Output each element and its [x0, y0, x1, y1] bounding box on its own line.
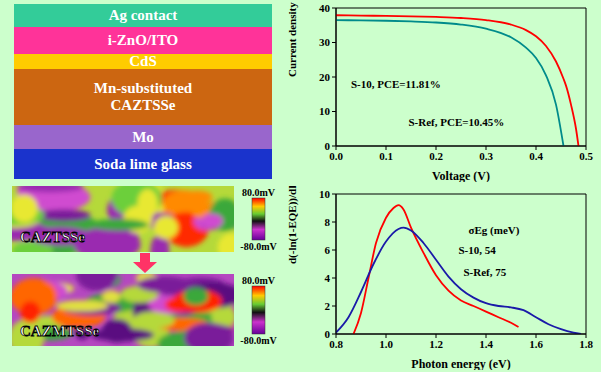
svg-text:CAZTSSe: CAZTSSe: [20, 229, 85, 245]
svg-text:6: 6: [325, 244, 331, 256]
svg-text:1.0: 1.0: [379, 338, 393, 350]
svg-text:30: 30: [319, 36, 331, 48]
svg-text:0.5: 0.5: [579, 150, 593, 162]
svg-text:4: 4: [325, 272, 331, 284]
svg-text:8: 8: [325, 216, 331, 228]
html-text:Mn-substituted CAZTSSe: Mn-substituted CAZTSSe: [93, 80, 193, 113]
svg-text:0.4: 0.4: [529, 150, 543, 162]
svg-text:80.0mV: 80.0mV: [242, 187, 276, 198]
svg-text:d(-ln(1-EQE))/dE: d(-ln(1-EQE))/dE: [288, 186, 299, 264]
svg-text:0.8: 0.8: [329, 338, 343, 350]
svg-text:σEg (meV): σEg (meV): [469, 224, 520, 237]
svg-text:1.8: 1.8: [579, 338, 593, 350]
svg-text:1.4: 1.4: [479, 338, 493, 350]
svg-text:10: 10: [319, 105, 331, 117]
svg-text:20: 20: [319, 71, 331, 83]
svg-text:S-10, PCE=11.81%: S-10, PCE=11.81%: [351, 78, 441, 90]
svg-text:-80.0mV: -80.0mV: [240, 241, 277, 252]
svg-text:S-Ref, PCE=10.45%: S-Ref, PCE=10.45%: [409, 116, 505, 128]
svg-text:1.2: 1.2: [429, 338, 443, 350]
svg-text:80.0mV: 80.0mV: [242, 275, 276, 286]
html-text:i-ZnO/ITO: i-ZnO/ITO: [107, 32, 179, 48]
svg-text:0.3: 0.3: [479, 150, 493, 162]
svg-text:0.2: 0.2: [429, 150, 443, 162]
html-text:CdS: CdS: [129, 53, 157, 69]
svg-text:10: 10: [319, 188, 331, 200]
svg-text:CAZMTSSe: CAZMTSSe: [20, 323, 100, 339]
svg-text:1.6: 1.6: [529, 338, 543, 350]
html-text:Soda lime glass: Soda lime glass: [94, 155, 192, 172]
svg-text:0.0: 0.0: [329, 150, 343, 162]
html-text:Mo: Mo: [132, 128, 154, 145]
svg-text:0: 0: [325, 328, 331, 340]
svg-text:S-10, 54: S-10, 54: [459, 244, 497, 256]
svg-text:2: 2: [325, 300, 331, 312]
svg-text:40: 40: [319, 2, 331, 14]
svg-text:S-Ref, 75: S-Ref, 75: [464, 266, 507, 278]
svg-text:0.1: 0.1: [379, 150, 393, 162]
svg-text:-80.0mV: -80.0mV: [240, 335, 277, 346]
svg-text:Current density (mA/cm²): Current density (mA/cm²): [288, 0, 299, 77]
svg-text:0: 0: [325, 140, 331, 152]
svg-text:Voltage (V): Voltage (V): [432, 169, 490, 182]
svg-text:Photon energy (eV): Photon energy (eV): [411, 357, 510, 370]
html-text:Ag contact: Ag contact: [108, 7, 178, 23]
